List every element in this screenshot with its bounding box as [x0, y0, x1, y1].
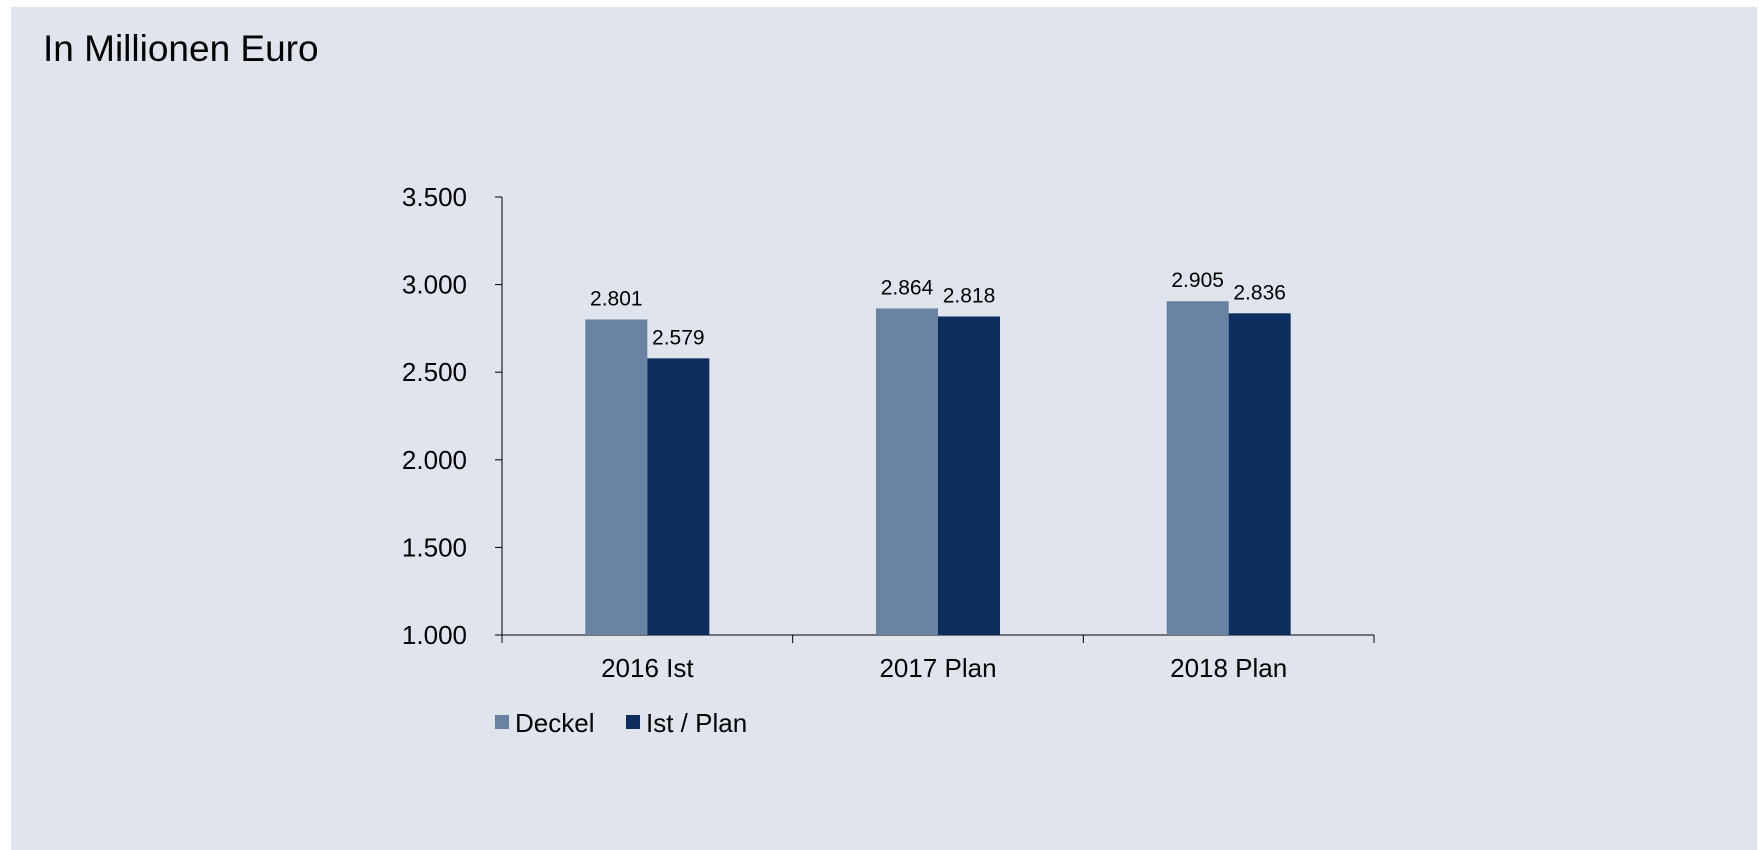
bar — [1228, 313, 1291, 635]
data-label: 2.905 — [1171, 269, 1224, 292]
bar — [647, 358, 710, 635]
data-label: 2.818 — [943, 284, 996, 307]
data-label: 2.864 — [881, 276, 934, 299]
y-tick-label: 2.500 — [402, 357, 467, 387]
data-label: 2.801 — [590, 287, 643, 310]
y-tick-label: 2.000 — [402, 445, 467, 475]
y-tick-label: 1.000 — [402, 620, 467, 650]
bar — [876, 308, 938, 635]
bar — [1166, 301, 1229, 635]
chart-title: In Millionen Euro — [43, 28, 319, 69]
y-tick-label: 3.500 — [402, 182, 467, 212]
bar — [938, 316, 1000, 635]
y-tick-label: 3.000 — [402, 270, 467, 300]
x-tick-label: 2018 Plan — [1170, 653, 1287, 683]
data-label: 2.579 — [652, 326, 705, 349]
bar — [585, 319, 648, 635]
legend-label: Deckel — [515, 708, 594, 738]
x-tick-label: 2016 Ist — [601, 653, 694, 683]
chart-legend: Deckel Ist / Plan — [495, 708, 747, 738]
data-label: 2.836 — [1233, 281, 1286, 304]
chart-axes: 1.000 1.500 2.000 2.500 3.000 3.500 2016 Ist 20… — [402, 182, 1375, 683]
x-tick-label: 2017 Plan — [879, 653, 996, 683]
legend-swatch — [495, 715, 509, 729]
y-tick-label: 1.500 — [402, 532, 467, 562]
legend-swatch — [626, 715, 640, 729]
chart-bars: 2.801 2.864 2.905 2.579 2.818 2.836 — [585, 269, 1291, 635]
legend-label: Ist / Plan — [646, 708, 747, 738]
